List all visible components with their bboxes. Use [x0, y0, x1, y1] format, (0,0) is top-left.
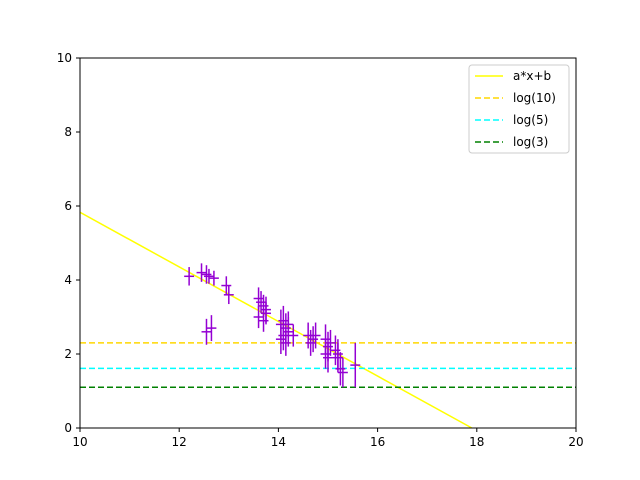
x-tick-label: 16	[370, 435, 385, 449]
plot-area	[80, 211, 576, 428]
legend-box	[468, 64, 570, 154]
legend-label-3: log(3)	[513, 135, 548, 149]
y-tick-label: 0	[64, 421, 72, 435]
y-tick-label: 10	[57, 51, 72, 65]
x-tick-label: 14	[271, 435, 286, 449]
legend-label-0: a*x+b	[513, 69, 551, 83]
axis-ticks: 10 12 14 16 18 20 0 2 4 6 8 10	[57, 51, 584, 449]
legend-label-1: log(10)	[513, 91, 556, 105]
legend-label-2: log(5)	[513, 113, 548, 127]
axes-frame	[79, 57, 577, 429]
y-tick-label: 4	[64, 273, 72, 287]
y-tick-label: 2	[64, 347, 72, 361]
y-tick-label: 6	[64, 199, 72, 213]
y-tick-label: 8	[64, 125, 72, 139]
x-tick-label: 18	[469, 435, 484, 449]
x-tick-label: 10	[72, 435, 87, 449]
legend: a*x+b log(10) log(5) log(3)	[468, 64, 570, 154]
x-tick-label: 20	[568, 435, 583, 449]
series-line-0	[80, 211, 473, 428]
x-tick-label: 12	[172, 435, 187, 449]
plot-content	[80, 211, 576, 428]
